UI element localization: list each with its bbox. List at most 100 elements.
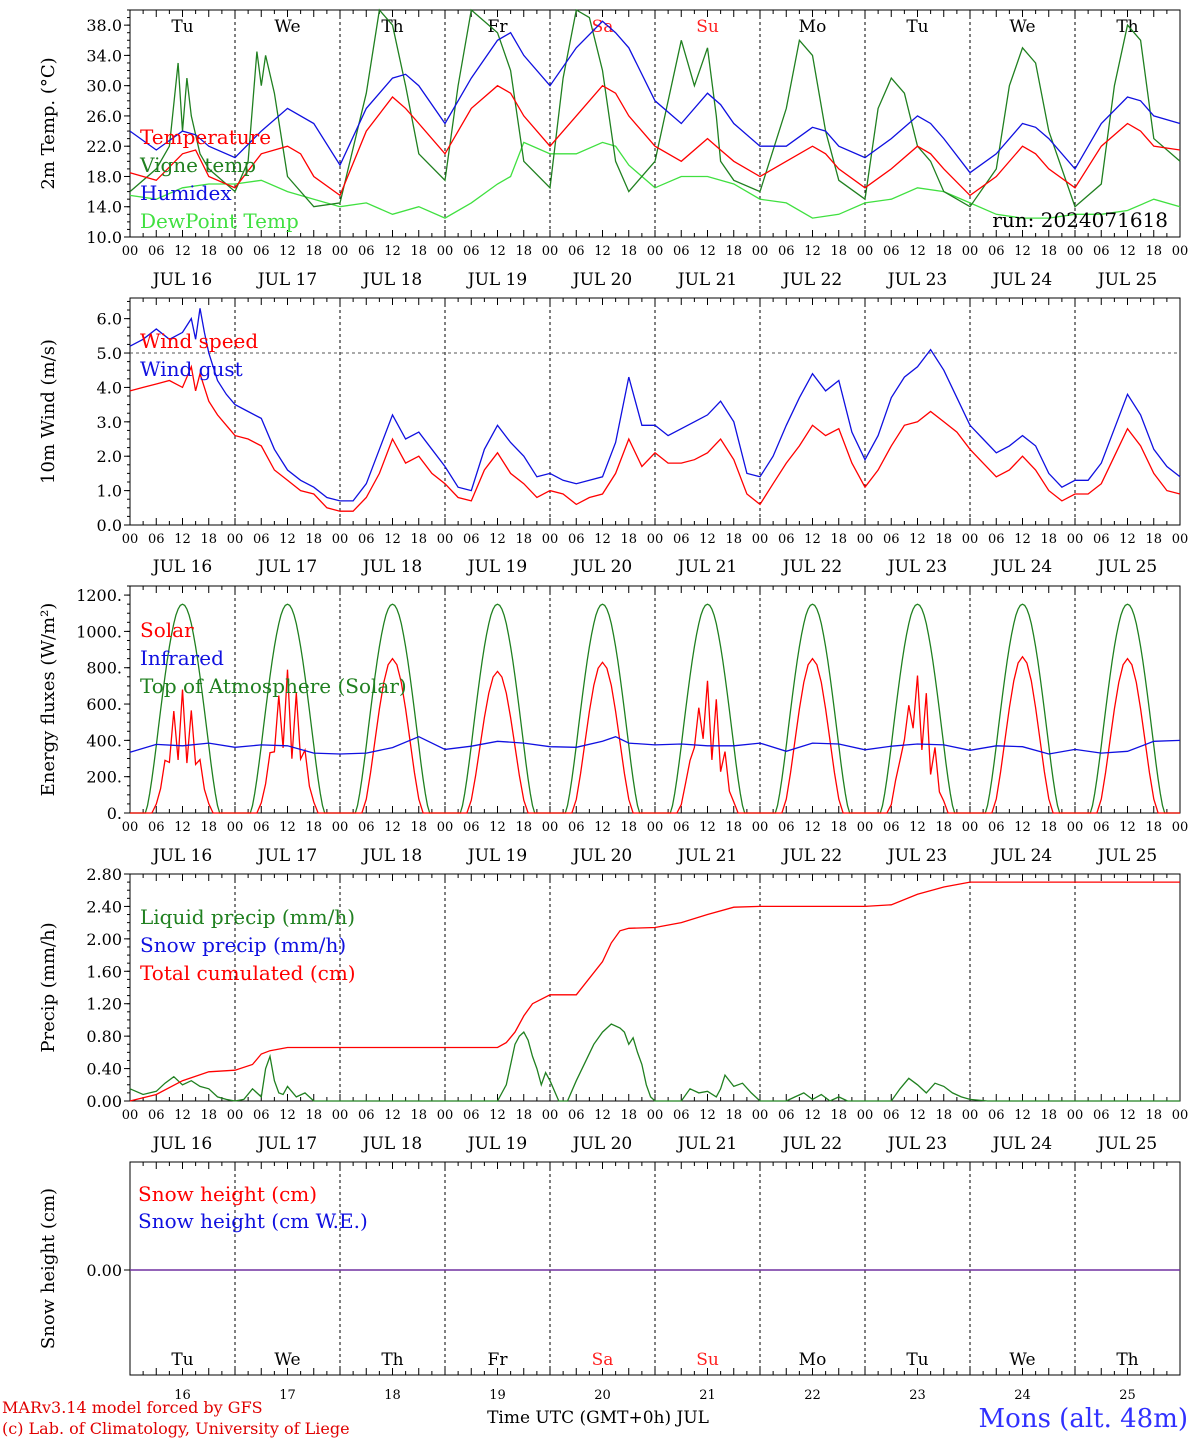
date-label: JUL 17 bbox=[256, 846, 317, 866]
hour-tick-label: 00 bbox=[1172, 820, 1189, 835]
hour-tick-label: 00 bbox=[647, 820, 664, 835]
hour-tick-label: 06 bbox=[358, 244, 375, 259]
hour-tick-label: 06 bbox=[358, 820, 375, 835]
hour-tick-label: 00 bbox=[542, 244, 559, 259]
weekday-label: Fr bbox=[488, 1350, 509, 1370]
hour-tick-label: 18 bbox=[935, 532, 952, 547]
weekday-label: Sa bbox=[592, 17, 614, 37]
y-axis-label: 2m Temp. (°C) bbox=[38, 57, 59, 189]
hour-tick-label: 06 bbox=[988, 244, 1005, 259]
hour-tick-label: 06 bbox=[568, 1108, 585, 1123]
date-label: JUL 16 bbox=[151, 1134, 212, 1154]
day-number-label: 17 bbox=[279, 1388, 296, 1403]
y-tick-label: 14.0 bbox=[86, 198, 122, 217]
hour-tick-label: 12 bbox=[909, 820, 926, 835]
date-label: JUL 19 bbox=[466, 557, 527, 577]
date-label: JUL 21 bbox=[676, 846, 737, 866]
hour-tick-label: 12 bbox=[594, 244, 611, 259]
run-label: run: 2024071618 bbox=[992, 208, 1168, 232]
weekday-label: Mo bbox=[799, 17, 827, 37]
date-label: JUL 22 bbox=[781, 1134, 842, 1154]
y-tick-label: 2.0 bbox=[97, 447, 122, 466]
date-label: JUL 20 bbox=[571, 846, 632, 866]
date-label: JUL 24 bbox=[991, 1134, 1052, 1154]
day-number-label: 18 bbox=[384, 1388, 401, 1403]
hour-tick-label: 12 bbox=[174, 532, 191, 547]
legend-entry: Wind gust bbox=[140, 357, 243, 381]
hour-tick-label: 18 bbox=[410, 820, 427, 835]
y-tick-label: 0.0 bbox=[97, 516, 122, 535]
date-label: JUL 23 bbox=[886, 557, 947, 577]
series-line-infrared bbox=[129, 735, 1181, 755]
hour-tick-label: 06 bbox=[883, 244, 900, 259]
date-label: JUL 25 bbox=[1096, 846, 1157, 866]
hour-tick-label: 06 bbox=[148, 532, 165, 547]
hour-tick-label: 12 bbox=[594, 532, 611, 547]
hour-tick-label: 00 bbox=[437, 1108, 454, 1123]
y-tick-label: 200. bbox=[86, 768, 122, 787]
hour-tick-label: 18 bbox=[725, 532, 742, 547]
hour-tick-label: 18 bbox=[1145, 244, 1162, 259]
hour-tick-label: 06 bbox=[778, 1108, 795, 1123]
hour-tick-label: 06 bbox=[253, 820, 270, 835]
hour-tick-label: 18 bbox=[1145, 820, 1162, 835]
hour-tick-label: 18 bbox=[620, 1108, 637, 1123]
hour-tick-label: 12 bbox=[384, 820, 401, 835]
date-label: JUL 17 bbox=[256, 1134, 317, 1154]
hour-tick-label: 06 bbox=[988, 1108, 1005, 1123]
y-tick-label: 0.80 bbox=[86, 1027, 122, 1046]
hour-tick-label: 18 bbox=[1040, 820, 1057, 835]
day-number-label: 23 bbox=[909, 1388, 926, 1403]
y-tick-label: 1000. bbox=[76, 622, 122, 641]
hour-tick-label: 00 bbox=[122, 532, 139, 547]
hour-tick-label: 18 bbox=[515, 1108, 532, 1123]
hour-tick-label: 18 bbox=[200, 244, 217, 259]
y-tick-label: 1.20 bbox=[86, 995, 122, 1014]
y-tick-label: 22.0 bbox=[86, 137, 122, 156]
hour-tick-label: 12 bbox=[384, 1108, 401, 1123]
hour-tick-label: 00 bbox=[752, 1108, 769, 1123]
y-tick-label: 18.0 bbox=[86, 167, 122, 186]
hour-tick-label: 00 bbox=[962, 244, 979, 259]
hour-tick-label: 00 bbox=[122, 244, 139, 259]
day-number-label: 16 bbox=[174, 1388, 191, 1403]
hour-tick-label: 18 bbox=[305, 244, 322, 259]
weekday-label: Su bbox=[696, 1350, 719, 1370]
hour-tick-label: 00 bbox=[1067, 1108, 1084, 1123]
hour-tick-label: 06 bbox=[463, 820, 480, 835]
x-axis-label: Time UTC (GMT+0h) JUL bbox=[487, 1408, 709, 1428]
hour-tick-label: 00 bbox=[752, 532, 769, 547]
hour-tick-label: 00 bbox=[437, 244, 454, 259]
weekday-label: We bbox=[274, 1350, 300, 1370]
hour-tick-label: 06 bbox=[1093, 820, 1110, 835]
hour-tick-label: 12 bbox=[279, 820, 296, 835]
model-credit-line: MARv3.14 model forced by GFS bbox=[2, 1398, 263, 1417]
legend-entry: Solar bbox=[140, 618, 194, 642]
hour-tick-label: 06 bbox=[253, 532, 270, 547]
hour-tick-label: 18 bbox=[725, 244, 742, 259]
y-tick-label: 2.80 bbox=[86, 865, 122, 884]
date-label: JUL 17 bbox=[256, 557, 317, 577]
legend-entry: Temperature bbox=[140, 125, 271, 149]
y-axis-label: 10m Wind (m/s) bbox=[38, 339, 59, 484]
legend-entry: Infrared bbox=[140, 646, 224, 670]
hour-tick-label: 18 bbox=[830, 820, 847, 835]
hour-tick-label: 06 bbox=[1093, 1108, 1110, 1123]
hour-tick-label: 12 bbox=[804, 532, 821, 547]
date-label: JUL 19 bbox=[466, 270, 527, 290]
hour-tick-label: 12 bbox=[279, 532, 296, 547]
y-tick-label: 38.0 bbox=[86, 16, 122, 35]
y-tick-label: 30.0 bbox=[86, 77, 122, 96]
hour-tick-label: 00 bbox=[227, 532, 244, 547]
hour-tick-label: 00 bbox=[122, 820, 139, 835]
hour-tick-label: 06 bbox=[148, 1108, 165, 1123]
day-number-label: 19 bbox=[489, 1388, 506, 1403]
date-label: JUL 19 bbox=[466, 1134, 527, 1154]
hour-tick-label: 18 bbox=[935, 244, 952, 259]
date-label: JUL 21 bbox=[676, 1134, 737, 1154]
hour-tick-label: 12 bbox=[1014, 532, 1031, 547]
hour-tick-label: 00 bbox=[1172, 1108, 1189, 1123]
hour-tick-label: 18 bbox=[620, 820, 637, 835]
hour-tick-label: 12 bbox=[384, 532, 401, 547]
